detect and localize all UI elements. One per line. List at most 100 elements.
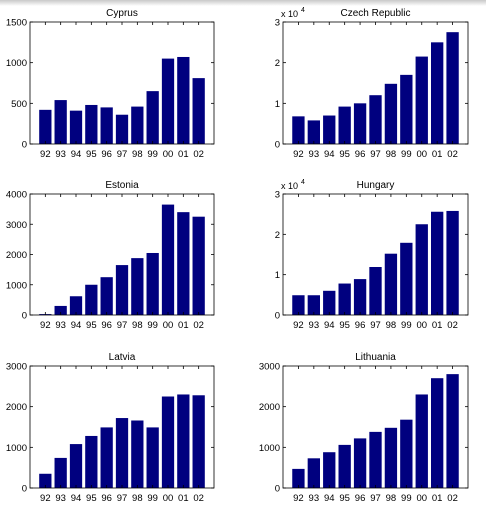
bar-94 xyxy=(323,290,336,315)
bar-99 xyxy=(400,74,413,144)
bar-92 xyxy=(292,295,305,315)
bar-01 xyxy=(177,56,190,144)
bar-95 xyxy=(338,283,351,315)
bar-96 xyxy=(100,107,113,144)
bar-93 xyxy=(54,100,67,144)
bar-00 xyxy=(415,56,428,144)
bar-93 xyxy=(54,305,67,315)
x-tick-label: 02 xyxy=(193,493,204,504)
y-exponent-label: x 10 xyxy=(281,181,298,191)
bar-01 xyxy=(431,378,444,488)
bar-02 xyxy=(192,395,205,488)
x-tick-label: 00 xyxy=(416,149,427,160)
bar-01 xyxy=(177,394,190,488)
x-tick-label: 94 xyxy=(71,320,82,331)
x-tick-label: 94 xyxy=(324,493,335,504)
bar-94 xyxy=(69,110,83,144)
bar-98 xyxy=(131,106,144,144)
x-tick-label: 01 xyxy=(432,149,443,160)
x-tick-label: 98 xyxy=(386,493,397,504)
bar-97 xyxy=(115,265,129,315)
bar-96 xyxy=(353,103,367,144)
y-tick-label: 0 xyxy=(22,311,27,322)
y-tick-label: 3000 xyxy=(259,362,280,373)
bar-95 xyxy=(85,284,98,315)
chart-title: Latvia xyxy=(109,352,136,363)
x-tick-label: 00 xyxy=(163,149,174,160)
bar-97 xyxy=(115,114,129,144)
x-tick-label: 95 xyxy=(86,493,97,504)
bar-01 xyxy=(431,211,444,315)
x-tick-label: 00 xyxy=(416,320,427,331)
bar-94 xyxy=(323,115,336,144)
x-tick-label: 02 xyxy=(193,149,204,160)
x-tick-label: 92 xyxy=(293,149,304,160)
y-tick-label: 3000 xyxy=(6,220,27,231)
y-tick-label: 2000 xyxy=(6,402,27,413)
bar-95 xyxy=(338,444,351,488)
x-tick-label: 95 xyxy=(339,493,350,504)
chart-title: Hungary xyxy=(357,180,395,191)
bar-97 xyxy=(115,418,129,488)
x-tick-label: 02 xyxy=(447,320,458,331)
y-tick-label: 0 xyxy=(22,140,27,151)
y-tick-label: 1000 xyxy=(6,443,27,454)
x-tick-label: 95 xyxy=(86,149,97,160)
x-tick-label: 94 xyxy=(324,320,335,331)
x-tick-label: 99 xyxy=(147,149,158,160)
y-tick-label: 1000 xyxy=(6,280,27,291)
bar-96 xyxy=(353,279,367,315)
x-tick-label: 99 xyxy=(401,493,412,504)
x-tick-label: 99 xyxy=(147,320,158,331)
bar-99 xyxy=(146,427,159,488)
bar-93 xyxy=(307,120,320,144)
chart-panel-5: 92 93 94 95 96 97 98 99 00 01 02 0 1000 2000 3000 Latvi… xyxy=(6,352,215,504)
y-exponent-power: 4 xyxy=(301,179,305,186)
y-tick-label: 1 xyxy=(275,270,280,281)
x-tick-label: 97 xyxy=(117,493,128,504)
bar-98 xyxy=(384,83,398,144)
y-tick-label: 1000 xyxy=(259,443,280,454)
x-tick-label: 01 xyxy=(432,320,443,331)
x-tick-label: 99 xyxy=(401,149,412,160)
bar-99 xyxy=(146,252,159,315)
x-tick-label: 98 xyxy=(386,320,397,331)
y-tick-label: 500 xyxy=(11,99,27,110)
x-tick-label: 93 xyxy=(55,320,66,331)
bar-02 xyxy=(192,216,205,315)
x-tick-label: 01 xyxy=(178,320,189,331)
x-tick-label: 93 xyxy=(309,320,320,331)
x-tick-label: 96 xyxy=(355,320,366,331)
y-tick-label: 4000 xyxy=(6,190,27,201)
bar-99 xyxy=(400,242,413,315)
bar-01 xyxy=(431,42,444,144)
bar-97 xyxy=(369,267,382,315)
x-tick-label: 97 xyxy=(117,320,128,331)
bar-00 xyxy=(161,58,175,144)
x-tick-label: 92 xyxy=(40,493,51,504)
bar-96 xyxy=(100,277,113,315)
x-tick-label: 96 xyxy=(355,149,366,160)
x-tick-label: 00 xyxy=(163,493,174,504)
bar-93 xyxy=(307,295,320,315)
bar-95 xyxy=(85,435,98,488)
bar-96 xyxy=(100,427,113,488)
x-tick-label: 96 xyxy=(101,493,112,504)
bar-96 xyxy=(353,438,367,488)
x-tick-label: 93 xyxy=(309,149,320,160)
x-tick-label: 00 xyxy=(416,493,427,504)
bar-97 xyxy=(369,95,382,144)
y-tick-label: 3 xyxy=(275,190,280,201)
bar-99 xyxy=(146,91,159,144)
bar-95 xyxy=(338,106,351,144)
x-tick-label: 96 xyxy=(355,493,366,504)
x-tick-label: 93 xyxy=(309,493,320,504)
y-tick-label: 0 xyxy=(275,311,280,322)
x-tick-label: 00 xyxy=(163,320,174,331)
chart-title: Cyprus xyxy=(106,8,138,19)
x-tick-label: 96 xyxy=(101,320,112,331)
x-tick-label: 95 xyxy=(339,149,350,160)
y-tick-label: 0 xyxy=(275,140,280,151)
y-tick-label: 1500 xyxy=(6,18,27,29)
